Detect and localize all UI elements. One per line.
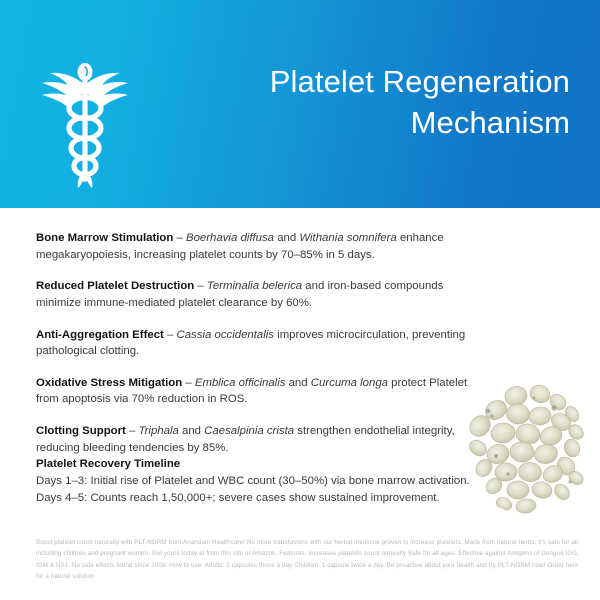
timeline-block: Platelet Recovery Timeline Days 1–3: Ini… xyxy=(36,456,488,506)
botanical-name: Triphala xyxy=(138,425,179,438)
mechanism-text: protect Platelet from apoptosis via 70% … xyxy=(36,376,468,406)
timeline-line-1: Days 1–3: Initial rise of Platelet and W… xyxy=(36,475,470,488)
mechanism-separator: – xyxy=(182,376,195,389)
mechanism-separator: – xyxy=(194,280,207,293)
mechanism-block: Anti-Aggregation Effect – Cassia occiden… xyxy=(36,327,488,360)
mechanism-heading: Reduced Platelet Destruction xyxy=(36,280,195,293)
mechanism-heading: Bone Marrow Stimulation xyxy=(36,232,174,244)
botanical-name: Cassia occidentalis xyxy=(176,328,275,341)
mechanism-separator: – xyxy=(173,232,186,244)
mechanism-block: Clotting Support – Triphala and Caesalpi… xyxy=(36,423,488,456)
title-line-2: Mechanism xyxy=(410,104,570,140)
mechanism-separator: – xyxy=(125,425,139,438)
mechanism-list: Bone Marrow Stimulation – Boerhavia diff… xyxy=(36,230,564,456)
mechanism-text: and xyxy=(178,425,205,438)
botanical-name: Withania somnifera xyxy=(299,232,397,244)
timeline-heading: Platelet Recovery Timeline xyxy=(36,458,181,471)
botanical-name: Curcuma longa xyxy=(310,376,389,389)
mechanism-block: Oxidative Stress Mitigation – Emblica of… xyxy=(36,375,488,408)
botanical-name: Caesalpinia crista xyxy=(204,425,295,438)
mechanism-text: improves microcirculation, preventing pa… xyxy=(36,328,466,358)
mechanism-text: and xyxy=(274,232,300,244)
title-line-1: Platelet Regeneration xyxy=(269,64,570,99)
mechanism-text: enhance megakaryopoiesis, increasing pla… xyxy=(36,232,444,261)
caduceus-icon xyxy=(32,58,138,190)
mechanism-heading: Clotting Support xyxy=(36,425,126,438)
content-area: Bone Marrow Stimulation – Boerhavia diff… xyxy=(0,208,600,506)
header-banner: Platelet Regeneration Mechanism xyxy=(0,0,600,208)
mechanism-text: and iron-based compounds minimize immune… xyxy=(36,280,444,309)
timeline-line-2: Days 4–5: Counts reach 1,50,000+; severe… xyxy=(36,491,440,504)
mechanism-heading: Oxidative Stress Mitigation xyxy=(36,376,183,389)
botanical-name: Terminalia belerica xyxy=(206,280,303,293)
footer-disclaimer: Boost platelet count naturally with PLT-… xyxy=(36,539,580,581)
mechanism-block: Reduced Platelet Destruction – Terminali… xyxy=(36,278,488,311)
mechanism-block: Bone Marrow Stimulation – Boerhavia diff… xyxy=(36,230,488,263)
page-title: Platelet Regeneration Mechanism xyxy=(150,62,570,144)
mechanism-heading: Anti-Aggregation Effect xyxy=(36,328,164,341)
botanical-name: Emblica officinalis xyxy=(194,376,286,389)
mechanism-text: and xyxy=(285,376,311,389)
botanical-name: Boerhavia diffusa xyxy=(186,232,275,244)
mechanism-separator: – xyxy=(163,328,177,341)
mechanism-text: strengthen endothelial integrity, reduci… xyxy=(36,425,455,454)
